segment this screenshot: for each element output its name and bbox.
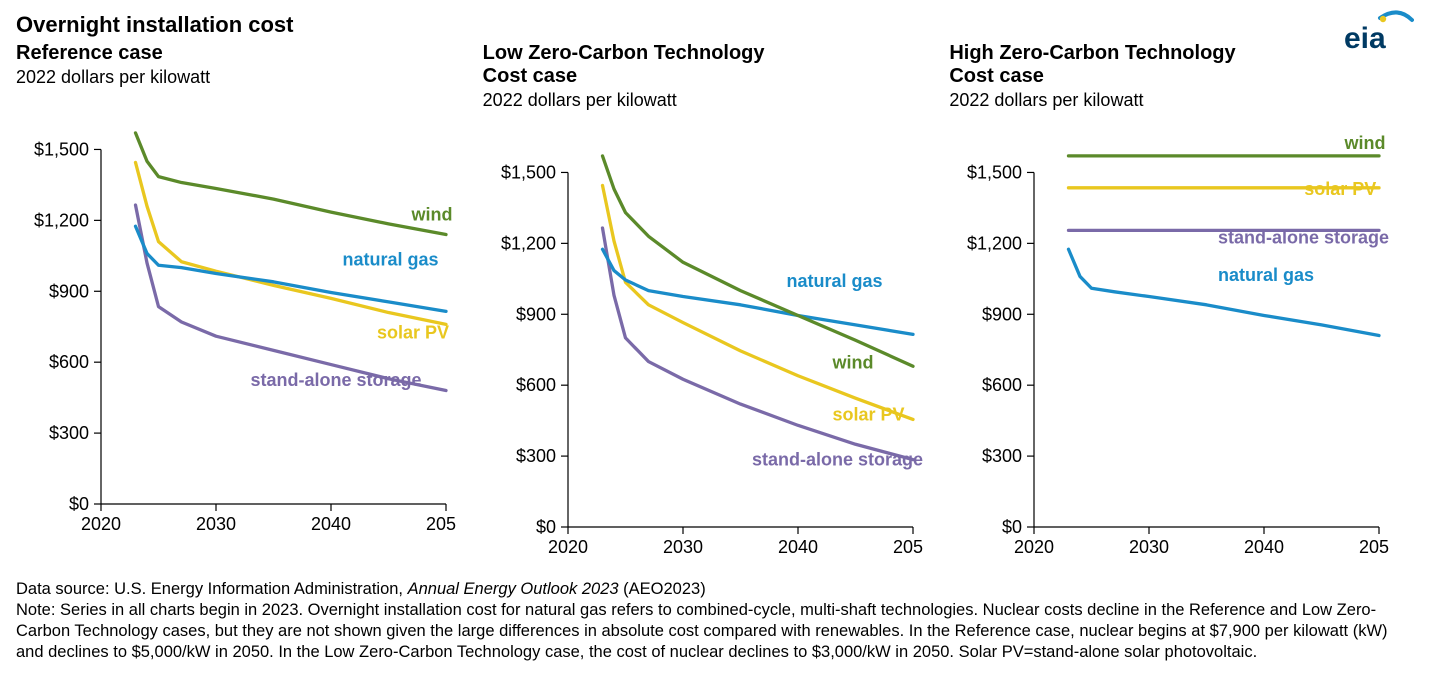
svg-text:$300: $300	[49, 423, 89, 443]
series-label-storage: stand-alone storage	[752, 450, 923, 470]
svg-text:$600: $600	[49, 352, 89, 372]
svg-text:2020: 2020	[548, 537, 588, 557]
svg-text:$1,500: $1,500	[967, 162, 1022, 182]
svg-text:2040: 2040	[1244, 537, 1284, 557]
svg-text:2030: 2030	[196, 514, 236, 534]
svg-text:2050: 2050	[426, 514, 456, 534]
footer-source-prefix: Data source: U.S. Energy Information Adm…	[16, 580, 408, 598]
series-label-solar_pv: solar PV	[832, 405, 904, 425]
svg-text:$0: $0	[1002, 517, 1022, 537]
series-label-storage: stand-alone storage	[1218, 227, 1389, 247]
svg-text:2020: 2020	[81, 514, 121, 534]
svg-text:$300: $300	[982, 446, 1022, 466]
svg-text:$600: $600	[982, 375, 1022, 395]
svg-text:$900: $900	[516, 304, 556, 324]
series-label-solar_pv: solar PV	[377, 323, 449, 343]
panel-title: Reference case	[16, 42, 483, 65]
chart-panel: High Zero-Carbon TechnologyCost case2022…	[949, 42, 1416, 577]
series-label-natural_gas: natural gas	[786, 271, 882, 291]
series-wind	[602, 156, 913, 366]
series-natural_gas	[602, 249, 913, 334]
series-storage	[136, 205, 447, 391]
series-label-storage: stand-alone storage	[251, 370, 422, 390]
svg-text:$300: $300	[516, 446, 556, 466]
svg-text:2040: 2040	[311, 514, 351, 534]
svg-text:$0: $0	[536, 517, 556, 537]
chart: $0 $300 $600 $900 $1,200 $1,500 2020 2030 2040 20…	[949, 117, 1389, 577]
series-label-wind: wind	[831, 353, 873, 373]
chart-panels: Reference case2022 dollars per kilowatt$…	[16, 42, 1416, 577]
svg-text:2050: 2050	[1359, 537, 1389, 557]
series-label-natural_gas: natural gas	[1218, 265, 1314, 285]
footer-notes: Data source: U.S. Energy Information Adm…	[16, 579, 1416, 663]
panel-subtitle: 2022 dollars per kilowatt	[16, 67, 483, 88]
svg-text:$1,200: $1,200	[34, 210, 89, 230]
svg-text:2040: 2040	[778, 537, 818, 557]
footer-source-suffix: (AEO2023)	[619, 580, 706, 598]
svg-text:2020: 2020	[1014, 537, 1054, 557]
series-wind	[136, 133, 447, 235]
footer-note: Note: Series in all charts begin in 2023…	[16, 600, 1416, 663]
svg-text:$1,200: $1,200	[501, 233, 556, 253]
series-label-natural_gas: natural gas	[343, 249, 439, 269]
svg-text:$1,200: $1,200	[967, 233, 1022, 253]
footer-source-italic: Annual Energy Outlook 2023	[408, 580, 619, 598]
chart: $0 $300 $600 $900 $1,200 $1,500 2020 2030 2040 20…	[16, 94, 456, 554]
panel-subtitle: 2022 dollars per kilowatt	[483, 90, 950, 111]
chart-panel: Reference case2022 dollars per kilowatt $…	[16, 42, 483, 577]
svg-text:$900: $900	[982, 304, 1022, 324]
series-label-wind: wind	[411, 204, 453, 224]
chart: $0 $300 $600 $900 $1,200 $1,500 2020 2030 2040 20…	[483, 117, 923, 577]
svg-text:$0: $0	[69, 494, 89, 514]
svg-text:$1,500: $1,500	[34, 139, 89, 159]
svg-text:2030: 2030	[1129, 537, 1169, 557]
series-solar_pv	[602, 185, 913, 419]
panel-subtitle: 2022 dollars per kilowatt	[949, 90, 1416, 111]
series-solar_pv	[136, 162, 447, 324]
svg-text:2050: 2050	[893, 537, 923, 557]
svg-text:$900: $900	[49, 281, 89, 301]
panel-title: High Zero-Carbon TechnologyCost case	[949, 42, 1416, 88]
series-natural_gas	[1069, 249, 1380, 335]
panel-title: Low Zero-Carbon TechnologyCost case	[483, 42, 950, 88]
svg-text:$600: $600	[516, 375, 556, 395]
page-title: Overnight installation cost	[16, 12, 1416, 38]
chart-panel: Low Zero-Carbon TechnologyCost case2022 …	[483, 42, 950, 577]
series-label-wind: wind	[1344, 133, 1386, 153]
svg-text:2030: 2030	[663, 537, 703, 557]
series-label-solar_pv: solar PV	[1305, 179, 1377, 199]
svg-text:$1,500: $1,500	[501, 162, 556, 182]
